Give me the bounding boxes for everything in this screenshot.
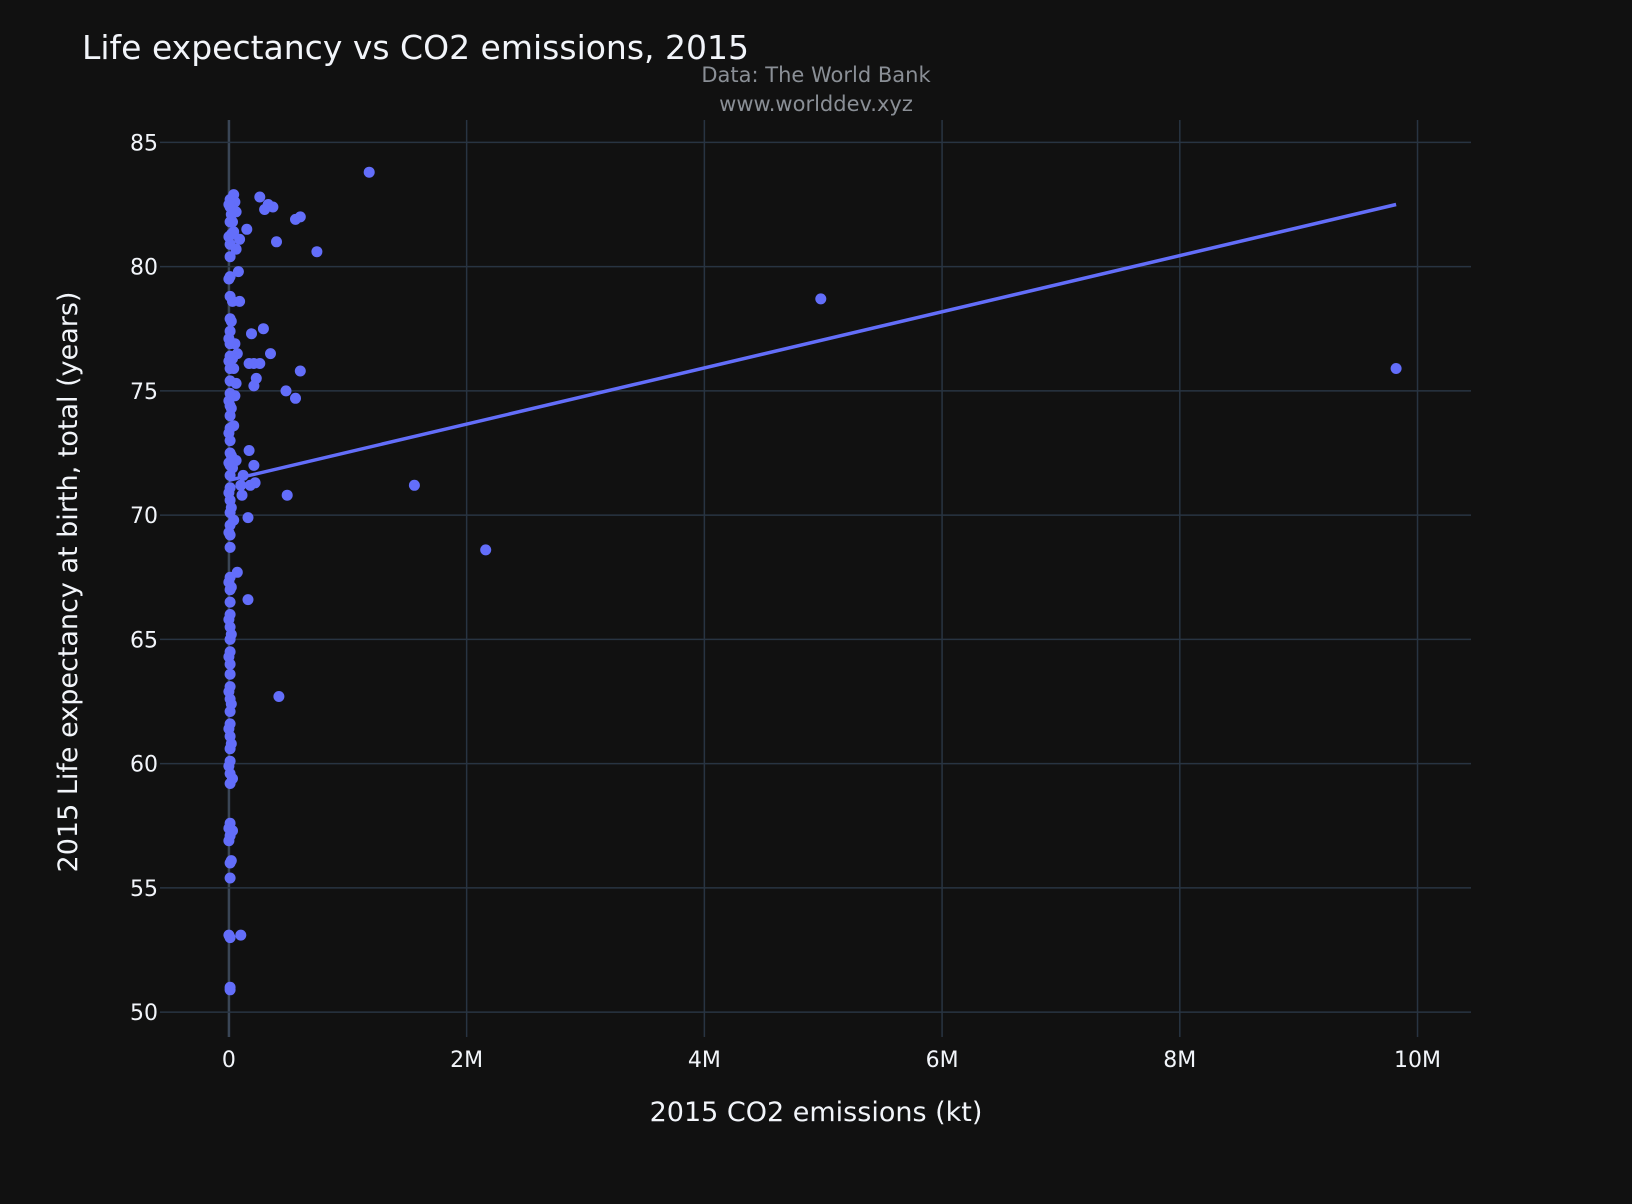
data-point [227,825,238,837]
data-point [224,375,236,387]
data-point [224,469,236,481]
data-point [480,544,492,556]
data-point [224,596,236,608]
data-point [224,410,236,422]
data-point [223,457,235,469]
data-point [815,293,827,305]
y-tick-label: 50 [130,1001,158,1026]
data-point [311,246,323,258]
data-point [225,581,237,593]
trend-line [228,202,1397,483]
data-point [265,348,276,360]
data-point [257,323,269,335]
data-point [224,507,236,519]
x-axis-label: 2015 CO2 emissions (kt) [650,1097,983,1128]
data-point [241,223,253,235]
data-point [223,199,235,210]
data-point [290,392,301,404]
data-point [223,835,235,847]
x-tick-label: 4M [688,1048,721,1073]
data-point [246,328,257,340]
data-point [225,738,237,750]
data-point [294,365,306,377]
data-point [224,541,236,553]
data-point [232,266,244,278]
data-point [223,651,235,663]
y-tick-label: 70 [130,504,158,529]
data-point [224,668,236,680]
data-point [223,333,235,345]
grid-layer [160,120,1471,1037]
y-tick-label: 60 [130,753,158,778]
y-tick-label: 55 [130,877,158,902]
data-point [244,479,256,491]
data-point [223,527,235,538]
marks-layer [223,166,1402,996]
data-point [224,447,236,459]
data-point [242,594,254,606]
data-point [259,204,271,215]
data-point [224,313,236,325]
data-point [363,166,375,178]
x-tick-label: 6M [926,1048,959,1073]
data-point [248,380,260,392]
data-point [223,723,235,735]
x-tick-label: 10M [1394,1048,1441,1073]
data-point [242,512,254,524]
data-point [223,614,235,625]
y-axis-label: 2015 Life expectancy at birth, total (ye… [53,292,84,873]
y-tick-label: 85 [130,131,158,156]
x-tick-label: 2M [450,1048,483,1073]
data-point [234,233,246,245]
data-point [223,231,235,243]
data-point [223,395,235,407]
data-point [225,628,237,640]
data-point [235,479,247,491]
data-point [235,929,247,941]
data-point [223,760,235,772]
data-point [248,459,260,471]
data-point [223,929,235,941]
source-annotation: Data: The World Bank [701,63,931,87]
labels-layer: 0 2M 4M 6M 8M 10M 50 55 60 65 70 75 80 85 [130,131,1441,1073]
data-point [408,479,420,491]
data-point [280,385,292,397]
data-point [294,211,306,223]
data-point [225,698,237,710]
x-tick-label: 8M [1163,1048,1196,1073]
data-point [223,273,235,285]
data-point [224,984,236,996]
data-point [237,469,249,481]
x-tick-label: 0 [222,1048,236,1073]
data-point [224,251,236,263]
data-point [223,355,235,367]
data-point [223,487,235,499]
data-point [224,778,236,789]
data-point [223,427,235,439]
data-point [225,855,237,867]
data-point [224,872,236,884]
data-point [224,216,236,228]
website-annotation: www.worlddev.xyz [719,92,913,116]
data-point [223,686,235,698]
data-point [243,445,255,456]
data-point [254,358,266,369]
data-point [224,290,236,302]
y-tick-label: 80 [130,256,158,281]
data-point [1390,363,1402,374]
chart-title: Life expectancy vs CO2 emissions, 2015 [82,28,749,67]
data-point [271,236,282,248]
data-point [267,201,279,213]
y-tick-label: 75 [130,380,158,405]
data-point [273,691,285,702]
y-tick-label: 65 [130,628,158,653]
data-point [236,489,248,501]
data-point [281,489,293,501]
data-point [254,191,266,203]
